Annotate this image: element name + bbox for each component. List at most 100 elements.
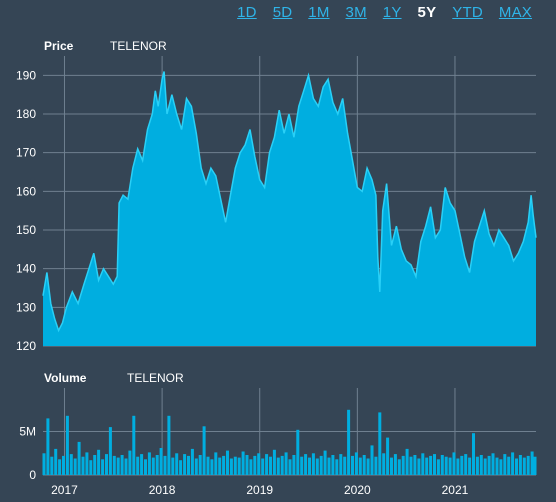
- volume-bar: [222, 455, 226, 475]
- x-tick-label: 2017: [51, 483, 78, 497]
- volume-bar: [335, 459, 339, 475]
- volume-bar: [440, 455, 444, 475]
- range-1m-button[interactable]: 1M: [308, 3, 330, 21]
- volume-bar: [507, 456, 511, 475]
- volume-bar: [288, 459, 292, 475]
- range-ytd-button[interactable]: YTD: [452, 3, 483, 21]
- volume-bar: [128, 450, 132, 475]
- range-5d-button[interactable]: 5D: [272, 3, 293, 21]
- price-y-tick-label: 160: [16, 184, 36, 198]
- volume-bar: [73, 458, 77, 475]
- volume-y-tick-label: 5M: [19, 425, 36, 439]
- range-1y-button[interactable]: 1Y: [382, 3, 402, 21]
- volume-bar: [354, 452, 358, 475]
- volume-bar: [284, 452, 288, 475]
- volume-bar: [46, 418, 50, 475]
- price-y-tick-label: 130: [16, 300, 36, 314]
- volume-bar: [518, 455, 522, 475]
- x-tick-label: 2020: [344, 483, 371, 497]
- volume-bar: [265, 454, 269, 475]
- volume-bar: [163, 455, 167, 475]
- price-panel-ticker: TELENOR: [110, 39, 167, 53]
- volume-bar: [339, 454, 343, 475]
- price-y-axis-labels: 120 130 140 150 160 170 180 190: [16, 68, 36, 353]
- volume-bar: [452, 452, 456, 475]
- volume-bar: [77, 441, 81, 475]
- volume-bar: [479, 455, 483, 475]
- volume-bar: [54, 448, 58, 475]
- volume-bar: [464, 454, 468, 475]
- volume-bar: [331, 455, 335, 475]
- volume-bar: [42, 453, 46, 476]
- volume-bar: [120, 455, 124, 475]
- volume-bar: [229, 458, 233, 475]
- volume-bar: [456, 458, 460, 475]
- volume-bar: [304, 454, 308, 475]
- volume-bar: [253, 455, 257, 475]
- volume-bar: [261, 458, 265, 475]
- price-y-tick-label: 180: [16, 107, 36, 121]
- volume-bar: [468, 457, 472, 475]
- volume-bar: [241, 451, 245, 475]
- volume-bar: [202, 426, 206, 475]
- price-y-tick-label: 140: [16, 262, 36, 276]
- volume-bar: [105, 454, 108, 475]
- price-y-tick-label: 190: [16, 68, 36, 82]
- volume-bar: [124, 458, 128, 475]
- volume-bar: [272, 449, 276, 475]
- volume-bar: [374, 456, 378, 475]
- volume-bar: [214, 452, 218, 475]
- volume-bar: [487, 455, 491, 475]
- volume-bar: [315, 458, 319, 475]
- volume-bar: [198, 455, 202, 475]
- volume-y-tick-label: 0: [29, 468, 36, 482]
- price-line-series: [42, 71, 537, 333]
- volume-bar: [183, 454, 187, 475]
- volume-bar: [159, 448, 163, 475]
- range-max-button[interactable]: MAX: [498, 3, 532, 21]
- volume-bar: [433, 454, 436, 475]
- volume-bar: [50, 456, 54, 475]
- volume-bar: [108, 427, 112, 475]
- volume-bar: [503, 454, 507, 475]
- volume-bar: [323, 450, 327, 475]
- volume-bar: [436, 459, 440, 475]
- volume-bars: [42, 409, 537, 476]
- volume-bar: [347, 409, 351, 476]
- volume-bar: [65, 415, 69, 475]
- volume-panel-ticker: TELENOR: [127, 371, 184, 385]
- range-5y-button[interactable]: 5Y: [417, 3, 437, 21]
- volume-bar: [475, 456, 479, 475]
- volume-bar: [370, 445, 374, 475]
- volume-bar: [300, 456, 304, 475]
- volume-bar: [526, 455, 530, 475]
- range-1d-button[interactable]: 1D: [237, 3, 257, 21]
- volume-bar: [358, 457, 362, 475]
- volume-bar: [366, 458, 370, 475]
- range-3m-button[interactable]: 3M: [345, 3, 367, 21]
- range-selector: 1D 5D 1M 3M 1Y 5Y YTD MAX: [237, 2, 532, 22]
- volume-bar: [85, 452, 89, 475]
- x-tick-label: 2021: [442, 483, 469, 497]
- volume-bar: [112, 455, 116, 475]
- volume-bar: [386, 437, 390, 475]
- volume-bar: [97, 449, 101, 475]
- x-tick-label: 2018: [149, 483, 176, 497]
- volume-bar: [155, 455, 159, 475]
- volume-bar: [175, 453, 179, 476]
- volume-bar: [417, 458, 421, 475]
- volume-bar: [292, 455, 296, 475]
- volume-bar: [276, 457, 280, 475]
- volume-bar: [147, 452, 151, 475]
- volume-bar: [151, 457, 155, 475]
- volume-bar: [499, 459, 503, 475]
- volume-bar: [101, 459, 105, 475]
- volume-bar: [81, 456, 85, 475]
- volume-bar: [140, 454, 144, 475]
- volume-bar: [269, 456, 272, 475]
- volume-bar: [218, 457, 222, 475]
- volume-bar: [144, 459, 147, 475]
- volume-bar: [382, 453, 386, 476]
- volume-bar: [257, 453, 261, 476]
